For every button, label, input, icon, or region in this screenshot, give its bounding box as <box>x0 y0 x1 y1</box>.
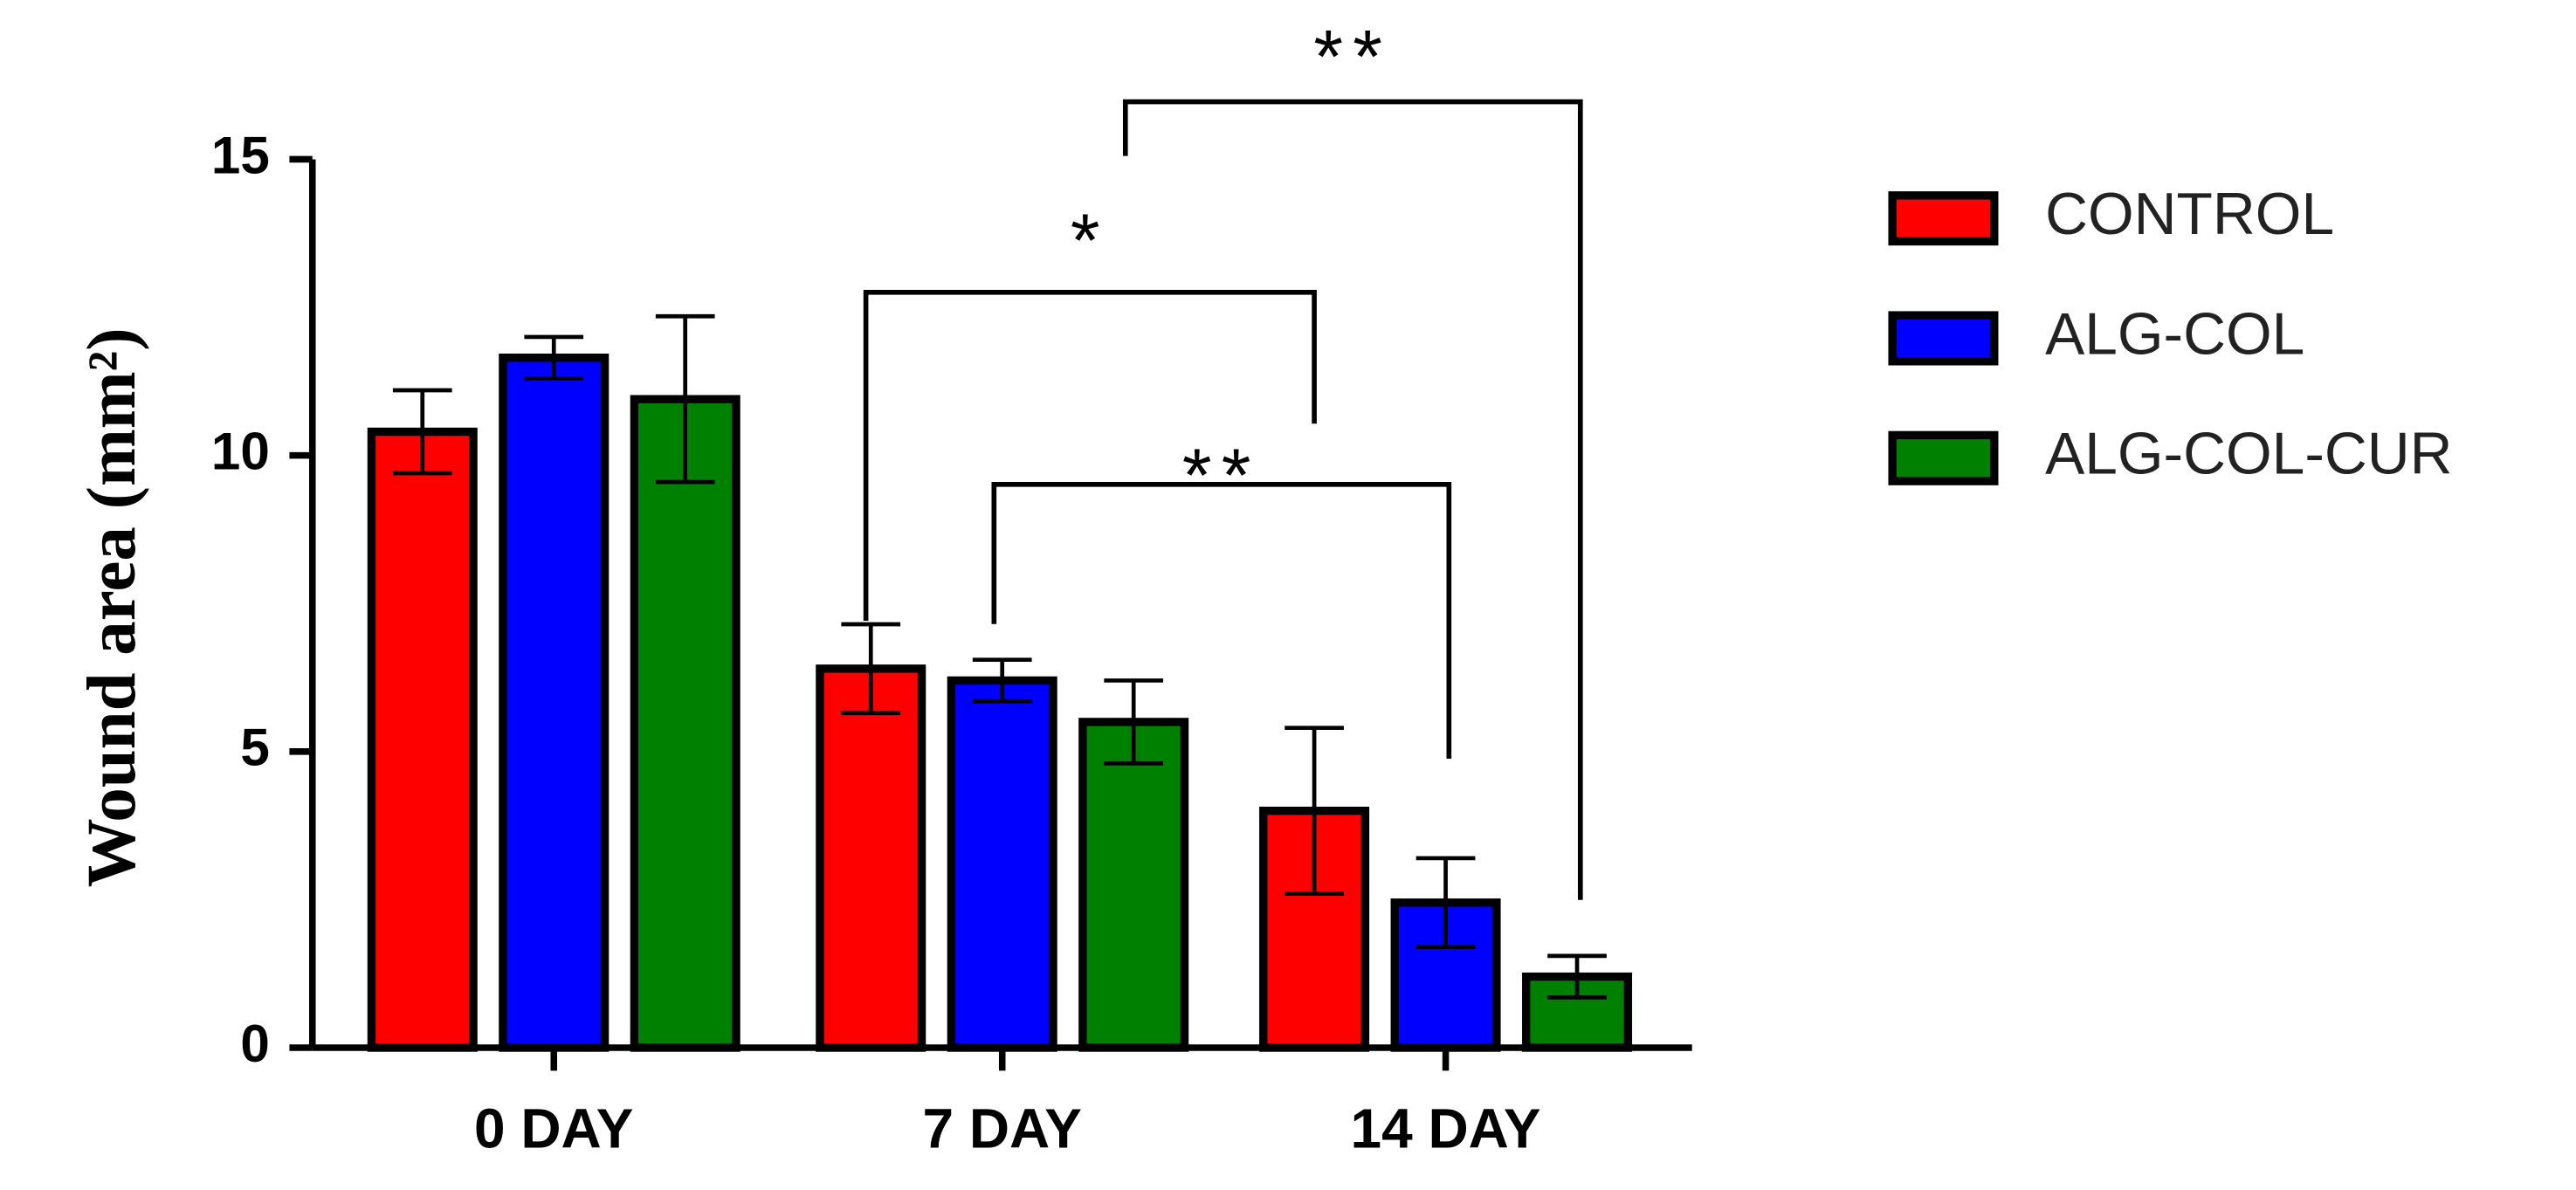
error-bar <box>972 657 1032 704</box>
legend-swatch <box>1888 311 1999 366</box>
legend-swatch <box>1888 191 1999 246</box>
error-bar <box>655 313 715 485</box>
y-tick-label: 5 <box>240 719 269 777</box>
legend-swatch <box>1888 430 1999 485</box>
legend-label: ALG-COL <box>2045 301 2304 367</box>
x-tick-label: 14 DAY <box>1351 1097 1541 1160</box>
bar <box>630 395 740 1052</box>
significance-label: * <box>1071 199 1110 283</box>
y-tick-label: 10 <box>211 423 270 481</box>
bar <box>367 427 478 1052</box>
significance-label: ** <box>1313 15 1392 99</box>
error-bar <box>1415 856 1476 950</box>
y-tick-label: 15 <box>211 126 270 184</box>
bar <box>816 664 926 1052</box>
y-axis-label: Wound area (mm²) <box>74 327 150 887</box>
significance-bracket <box>863 289 1317 621</box>
error-bar <box>392 388 452 476</box>
significance-label: ** <box>1182 434 1261 518</box>
bar <box>1078 718 1189 1052</box>
x-tick-label: 7 DAY <box>922 1097 1081 1160</box>
bar <box>499 353 610 1052</box>
bar <box>947 676 1057 1052</box>
significance-bracket <box>1122 99 1583 900</box>
legend-label: ALG-COL-CUR <box>2045 422 2452 487</box>
error-bar <box>1547 953 1607 1000</box>
significance-bracket <box>991 482 1452 759</box>
legend-label: CONTROL <box>2045 182 2334 247</box>
y-tick-label: 0 <box>240 1015 269 1073</box>
error-bar <box>1104 678 1164 766</box>
error-bar <box>524 334 584 381</box>
x-tick-label: 0 DAY <box>474 1097 633 1160</box>
error-bar <box>1285 726 1344 896</box>
error-bar <box>841 622 901 716</box>
